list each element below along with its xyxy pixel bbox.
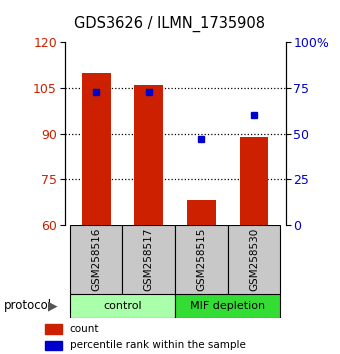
Bar [134,85,163,225]
Bar [187,200,216,225]
Text: MIF depletion: MIF depletion [190,301,265,311]
Bar [45,341,62,350]
Bar [70,225,122,294]
Bar [175,294,280,318]
Bar [228,225,280,294]
Text: GDS3626 / ILMN_1735908: GDS3626 / ILMN_1735908 [74,16,266,32]
Bar [82,73,110,225]
Text: ▶: ▶ [48,299,57,312]
Text: control: control [103,301,142,311]
Bar [175,225,228,294]
Text: GSM258515: GSM258515 [197,228,206,291]
Bar [240,137,269,225]
Text: GSM258517: GSM258517 [144,228,154,291]
Bar [70,294,175,318]
Text: percentile rank within the sample: percentile rank within the sample [70,340,245,350]
Text: GSM258516: GSM258516 [91,228,101,291]
Bar [45,324,62,334]
Bar [122,225,175,294]
Text: protocol: protocol [3,299,52,312]
Text: GSM258530: GSM258530 [249,228,259,291]
Text: count: count [70,324,99,333]
